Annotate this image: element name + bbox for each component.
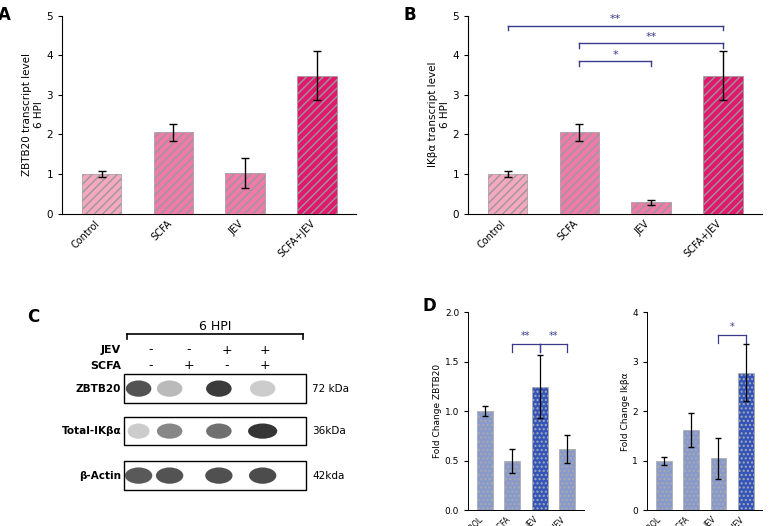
- Bar: [683, 430, 699, 510]
- Text: *: *: [612, 49, 619, 59]
- Bar: [656, 461, 671, 510]
- Ellipse shape: [157, 423, 182, 439]
- Ellipse shape: [249, 468, 276, 484]
- Ellipse shape: [205, 468, 233, 484]
- Text: 36kDa: 36kDa: [312, 426, 346, 436]
- FancyBboxPatch shape: [124, 374, 307, 403]
- FancyBboxPatch shape: [124, 417, 307, 445]
- Text: SCFA: SCFA: [90, 361, 121, 371]
- Text: β-Actin: β-Actin: [79, 471, 121, 481]
- Bar: [297, 76, 337, 214]
- Bar: [477, 411, 492, 510]
- Y-axis label: Fold Change ZBTB20: Fold Change ZBTB20: [433, 365, 442, 458]
- Ellipse shape: [206, 423, 232, 439]
- Ellipse shape: [128, 423, 149, 439]
- Ellipse shape: [248, 423, 277, 439]
- Text: A: A: [0, 6, 10, 24]
- Text: 42kda: 42kda: [312, 471, 345, 481]
- Text: 6 HPI: 6 HPI: [199, 320, 231, 333]
- Text: **: **: [610, 14, 621, 24]
- Text: JEV: JEV: [101, 345, 121, 355]
- Bar: [154, 133, 193, 214]
- Bar: [82, 174, 121, 214]
- Text: 72 kDa: 72 kDa: [312, 383, 349, 393]
- Bar: [559, 449, 575, 510]
- Text: Total-IKβα: Total-IKβα: [61, 426, 121, 436]
- Bar: [738, 373, 754, 510]
- Bar: [703, 76, 743, 214]
- Text: +: +: [260, 343, 271, 357]
- Text: *: *: [730, 322, 734, 332]
- Text: ZBTB20: ZBTB20: [75, 383, 121, 393]
- Y-axis label: ZBTB20 transcript level
6 HPI: ZBTB20 transcript level 6 HPI: [23, 53, 44, 176]
- Bar: [488, 174, 527, 214]
- Bar: [710, 458, 727, 510]
- Text: D: D: [422, 297, 436, 315]
- Ellipse shape: [156, 468, 184, 484]
- Ellipse shape: [125, 468, 152, 484]
- Text: +: +: [260, 359, 271, 372]
- Bar: [531, 387, 548, 510]
- Text: **: **: [646, 32, 657, 42]
- Bar: [504, 461, 520, 510]
- Text: +: +: [222, 343, 233, 357]
- Bar: [632, 203, 671, 214]
- Y-axis label: IKβα transcript level
6 HPI: IKβα transcript level 6 HPI: [428, 62, 450, 167]
- Text: +: +: [184, 359, 194, 372]
- Text: -: -: [225, 359, 230, 372]
- Ellipse shape: [250, 380, 275, 397]
- Text: -: -: [187, 343, 191, 357]
- Ellipse shape: [126, 380, 152, 397]
- Ellipse shape: [157, 380, 182, 397]
- Ellipse shape: [206, 380, 232, 397]
- Bar: [559, 133, 599, 214]
- FancyBboxPatch shape: [124, 461, 307, 490]
- Text: -: -: [149, 343, 152, 357]
- Text: C: C: [27, 308, 39, 327]
- Text: B: B: [404, 6, 416, 24]
- Text: **: **: [548, 331, 558, 341]
- Text: **: **: [521, 331, 531, 341]
- Bar: [226, 173, 265, 214]
- Text: -: -: [149, 359, 152, 372]
- Y-axis label: Fold Change Ikβα: Fold Change Ikβα: [621, 372, 629, 451]
